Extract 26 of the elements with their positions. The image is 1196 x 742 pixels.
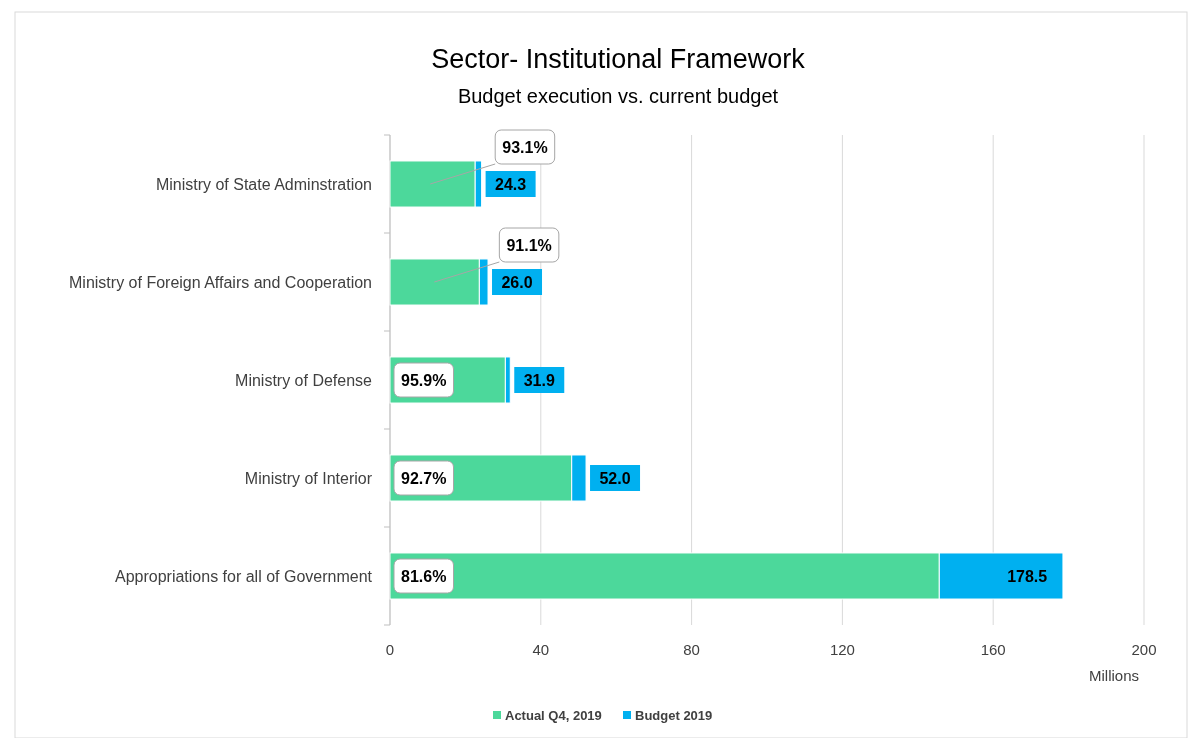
chart-subtitle: Budget execution vs. current budget <box>457 85 779 107</box>
y-tick-label: Appropriations for all of Government <box>114 568 373 585</box>
x-axis-title: Millions <box>1088 667 1140 684</box>
y-tick-label: Ministry of Defense <box>235 372 373 389</box>
y-tick-label: Ministry of Foreign Affairs and Cooperation <box>69 274 372 291</box>
annotation: 95.9% <box>401 372 447 389</box>
total-label: 178.5 <box>1007 568 1048 585</box>
annotation: 81.6% <box>401 568 447 585</box>
y-tick-label: Ministry of Interior <box>244 470 373 487</box>
x-tick-label: 0 <box>385 641 395 658</box>
x-tick-label: 120 <box>829 641 855 658</box>
x-tick-label: 200 <box>1131 641 1157 658</box>
annotation: 93.1% <box>502 139 548 156</box>
total-label: 52.0 <box>599 470 631 487</box>
x-tick-label: 80 <box>683 641 700 658</box>
annotation: 91.1% <box>506 237 552 254</box>
y-tick-label: Ministry of State Adminstration <box>155 176 372 193</box>
legend-label: Budget 2019 <box>635 708 713 723</box>
x-tick-label: 40 <box>532 641 550 658</box>
chart-title: Sector- Institutional Framework <box>431 44 806 74</box>
total-label: 26.0 <box>501 274 533 291</box>
annotation: 92.7% <box>401 470 447 487</box>
total-label: 31.9 <box>523 372 555 389</box>
legend-label: Actual Q4, 2019 <box>505 708 602 723</box>
total-label: 24.3 <box>495 176 527 193</box>
x-tick-label: 160 <box>980 641 1006 658</box>
